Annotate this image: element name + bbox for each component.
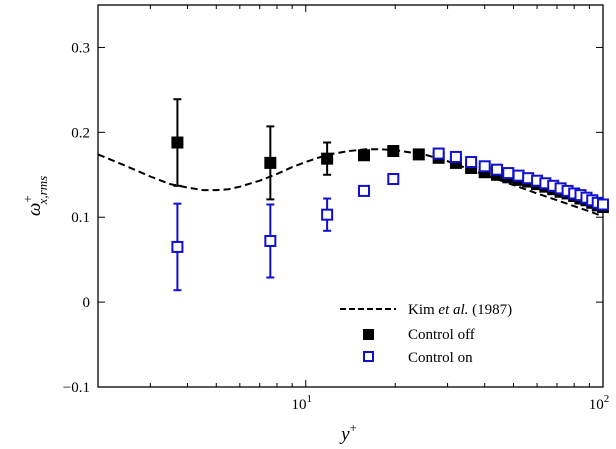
control-on-marker — [321, 208, 334, 221]
legend: Kim et al. (1987) Control off Control on — [340, 302, 512, 366]
legend-control-on-marker — [363, 351, 374, 362]
y-tick-label: 0.1 — [71, 210, 90, 226]
control-on-marker — [478, 160, 491, 173]
control-on-marker — [171, 240, 184, 253]
legend-control-off-marker — [363, 329, 374, 340]
x-tick-label: 102 — [589, 393, 610, 413]
control-off-marker — [321, 152, 334, 165]
x-axis-label: y+ — [339, 420, 357, 445]
control-on-marker — [491, 163, 504, 176]
control-on-marker — [357, 184, 370, 197]
control-on-marker — [512, 169, 525, 182]
control-on-marker — [449, 150, 462, 163]
control-on-marker — [465, 156, 478, 169]
control-off-marker — [387, 145, 400, 158]
plot-frame — [97, 4, 604, 388]
legend-control-on-label: Control on — [408, 350, 473, 366]
axis-ticks: −0.1 0 0.1 0.2 0.3 101 102 — [63, 5, 609, 413]
control-on-marker — [387, 173, 400, 186]
control-off-marker — [412, 148, 425, 161]
legend-kim-label: Kim et al. (1987) — [408, 302, 512, 318]
control-off-marker — [357, 149, 370, 162]
control-on-marker — [502, 167, 515, 180]
y-tick-label: −0.1 — [63, 380, 90, 396]
y-tick-label: 0 — [83, 295, 91, 311]
control-on-marker — [597, 198, 609, 211]
control-on-marker — [264, 234, 277, 247]
x-tick-label: 101 — [292, 393, 313, 413]
y-axis-label: ω+x,rms — [20, 176, 50, 216]
y-tick-label: 0.3 — [71, 40, 90, 56]
control-off-marker — [264, 156, 277, 169]
y-tick-label: 0.2 — [71, 125, 90, 141]
series-layer — [97, 98, 609, 292]
control-on-marker — [432, 147, 445, 160]
control-off-marker — [171, 136, 184, 149]
legend-control-off-label: Control off — [408, 327, 475, 343]
